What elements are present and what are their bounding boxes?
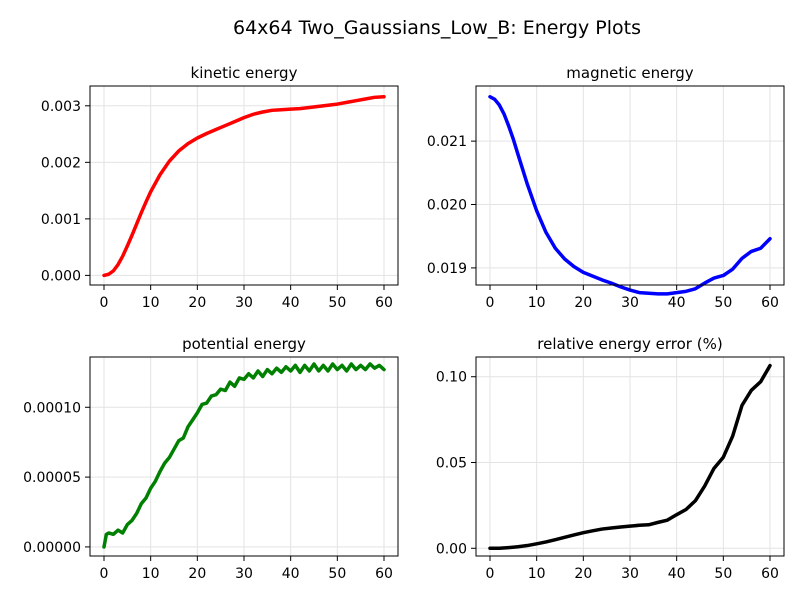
x-tick-label: 10 <box>142 295 160 311</box>
panel-kinetic: kinetic energy 0 10 20 30 40 50 60 0.000 0.001 0.0… <box>41 64 399 311</box>
y-tick-label: 0.003 <box>41 99 81 115</box>
x-tick-label: 20 <box>574 566 592 582</box>
x-tick-label: 40 <box>282 566 300 582</box>
x-tick-label: 60 <box>761 566 779 582</box>
x-tick-label: 0 <box>486 566 495 582</box>
panel-title: relative energy error (%) <box>537 335 722 353</box>
x-tick-label: 60 <box>375 295 393 311</box>
y-tick-label: 0.020 <box>427 198 467 214</box>
x-tick-label: 60 <box>761 295 779 311</box>
panel-magnetic: magnetic energy 0 10 20 30 40 50 60 0.019 0.020 0.… <box>427 64 785 311</box>
y-tick-label: 0.00000 <box>23 540 81 556</box>
x-tick-label: 0 <box>486 295 495 311</box>
series-line-error <box>488 363 772 551</box>
x-tick-label: 10 <box>528 295 546 311</box>
panel-error: relative energy error (%) 0 10 20 30 40 50 60 0.… <box>436 335 785 582</box>
panel-title: potential energy <box>182 335 306 353</box>
x-tick-label: 40 <box>282 295 300 311</box>
x-tick-label: 10 <box>528 566 546 582</box>
x-tick-label: 30 <box>621 295 639 311</box>
x-tick-label: 10 <box>142 566 160 582</box>
x-tick-label: 30 <box>235 295 253 311</box>
x-tick-label: 20 <box>188 566 206 582</box>
series-line-potential <box>102 362 386 549</box>
panel-title: magnetic energy <box>566 64 694 82</box>
figure-title: 64x64 Two_Gaussians_Low_B: Energy Plots <box>233 17 641 39</box>
panel-potential: potential energy 0 10 20 30 40 50 60 0.00000 0.00… <box>23 335 399 582</box>
x-tick-label: 20 <box>188 295 206 311</box>
x-tick-label: 50 <box>714 295 732 311</box>
x-tick-label: 0 <box>100 566 109 582</box>
y-tick-label: 0.10 <box>436 370 467 386</box>
x-tick-label: 30 <box>235 566 253 582</box>
x-tick-label: 0 <box>100 295 109 311</box>
x-tick-label: 50 <box>328 295 346 311</box>
x-tick-label: 40 <box>668 566 686 582</box>
y-tick-label: 0.002 <box>41 155 81 171</box>
y-tick-label: 0.05 <box>436 456 467 472</box>
panel-title: kinetic energy <box>191 64 298 82</box>
y-tick-label: 0.001 <box>41 212 81 228</box>
x-tick-label: 40 <box>668 295 686 311</box>
series-line-kinetic <box>102 94 386 278</box>
y-tick-label: 0.019 <box>427 261 467 277</box>
x-tick-label: 30 <box>621 566 639 582</box>
y-tick-label: 0.00 <box>436 541 467 557</box>
y-tick-label: 0.00005 <box>23 470 81 486</box>
y-tick-label: 0.00010 <box>23 400 81 416</box>
y-tick-label: 0.021 <box>427 134 467 150</box>
x-tick-label: 20 <box>574 295 592 311</box>
x-tick-label: 60 <box>375 566 393 582</box>
x-tick-label: 50 <box>328 566 346 582</box>
y-tick-label: 0.000 <box>41 268 81 284</box>
x-tick-label: 50 <box>714 566 732 582</box>
